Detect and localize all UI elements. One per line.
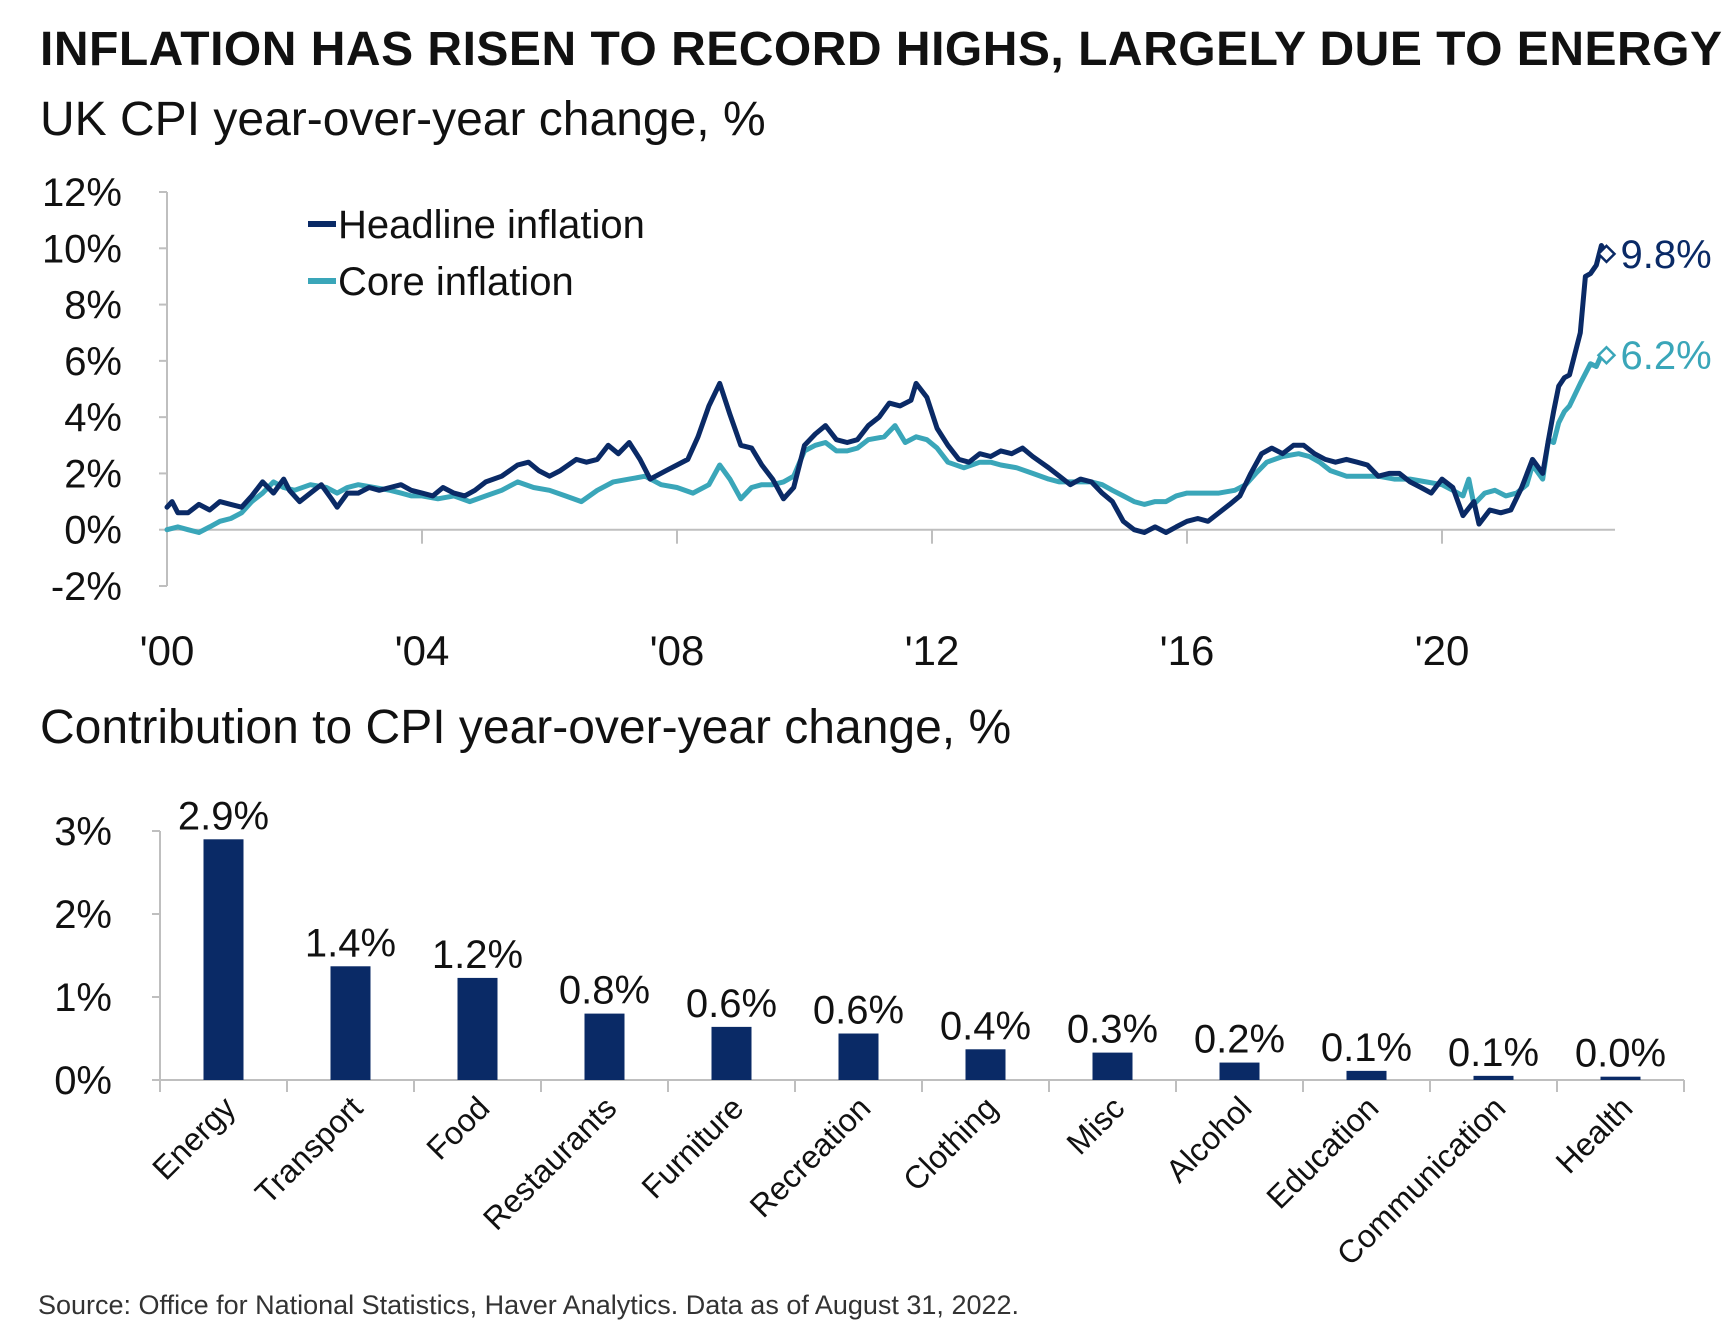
bar-category-label: Restaurants xyxy=(476,1089,623,1236)
line-y-tick-label: -2% xyxy=(51,565,122,609)
line-x-tick-label: '08 xyxy=(650,627,705,674)
bar-chart-title: Contribution to CPI year-over-year chang… xyxy=(40,701,1012,754)
bar-value-label: 2.9% xyxy=(178,794,269,838)
bar-value-label: 0.6% xyxy=(813,989,904,1033)
bar-category-label: Energy xyxy=(145,1089,242,1186)
bar-alcohol xyxy=(1219,1062,1260,1080)
end-label-core: 6.2% xyxy=(1620,334,1711,378)
line-x-tick-label: '20 xyxy=(1415,627,1470,674)
line-x-tick-label: '16 xyxy=(1160,627,1215,674)
bar-restaurants xyxy=(584,1013,625,1080)
bar-y-tick-label: 3% xyxy=(54,810,112,854)
bar-value-label: 0.1% xyxy=(1448,1031,1539,1075)
bar-misc xyxy=(1092,1052,1133,1080)
bar-y-tick-label: 0% xyxy=(54,1059,112,1103)
bar-category-label: Education xyxy=(1259,1089,1385,1215)
legend-label-core: Core inflation xyxy=(338,260,574,304)
bar-category-label: Alcohol xyxy=(1159,1089,1259,1189)
bar-value-label: 0.8% xyxy=(559,969,650,1013)
bar-energy xyxy=(203,839,244,1080)
line-y-tick-label: 2% xyxy=(64,452,122,496)
bar-clothing xyxy=(965,1049,1006,1080)
bar-transport xyxy=(330,966,371,1080)
line-x-tick-label: '12 xyxy=(905,627,960,674)
bar-value-label: 0.0% xyxy=(1575,1032,1666,1076)
bar-category-label: Misc xyxy=(1059,1089,1131,1161)
bar-furniture xyxy=(711,1026,752,1080)
bar-category-label: Furniture xyxy=(634,1089,750,1205)
bar-category-label: Transport xyxy=(248,1089,370,1211)
bar-value-label: 1.4% xyxy=(305,921,396,965)
end-marker-headline xyxy=(1596,244,1617,264)
bar-education xyxy=(1346,1070,1387,1080)
line-y-tick-label: 4% xyxy=(64,396,122,440)
bar-health xyxy=(1600,1076,1641,1080)
bar-value-label: 1.2% xyxy=(432,933,523,977)
bar-value-label: 0.6% xyxy=(686,982,777,1026)
bar-communication xyxy=(1473,1075,1514,1080)
series-line-headline xyxy=(164,243,1609,535)
bar-category-label: Health xyxy=(1549,1089,1640,1180)
source-note: Source: Office for National Statistics, … xyxy=(38,1290,1020,1320)
bar-value-label: 0.2% xyxy=(1194,1018,1285,1062)
bar-category-label: Recreation xyxy=(743,1089,878,1224)
bar-value-label: 0.1% xyxy=(1321,1026,1412,1070)
line-y-tick-label: 10% xyxy=(42,227,122,271)
series-line-core xyxy=(164,352,1609,535)
line-chart-title: UK CPI year-over-year change, % xyxy=(40,93,766,146)
bar-y-tick-label: 2% xyxy=(54,893,112,937)
bar-value-label: 0.4% xyxy=(940,1004,1031,1048)
line-y-tick-label: 8% xyxy=(64,284,122,328)
line-y-tick-label: 12% xyxy=(42,171,122,215)
bar-value-label: 0.3% xyxy=(1067,1008,1158,1052)
bar-food xyxy=(457,977,498,1080)
bar-category-label: Communication xyxy=(1330,1089,1513,1272)
line-x-tick-label: '00 xyxy=(140,627,195,674)
end-marker-core xyxy=(1596,345,1617,365)
line-x-tick-label: '04 xyxy=(395,627,450,674)
bar-recreation xyxy=(838,1033,879,1080)
line-chart: -2% 0% 2% 4% 6% 8% 10% 12% '00 '04 '08 '12 '16 '20 9.8… xyxy=(42,171,1712,674)
bar-y-tick-label: 1% xyxy=(54,976,112,1020)
chart-title: INFLATION HAS RISEN TO RECORD HIGHS, LAR… xyxy=(40,23,1723,76)
end-label-headline: 9.8% xyxy=(1620,233,1711,277)
line-y-tick-label: 0% xyxy=(64,509,122,553)
bar-category-label: Clothing xyxy=(896,1089,1004,1197)
legend-label-headline: Headline inflation xyxy=(338,203,645,247)
bar-category-label: Food xyxy=(419,1089,496,1166)
line-y-tick-label: 6% xyxy=(64,340,122,384)
